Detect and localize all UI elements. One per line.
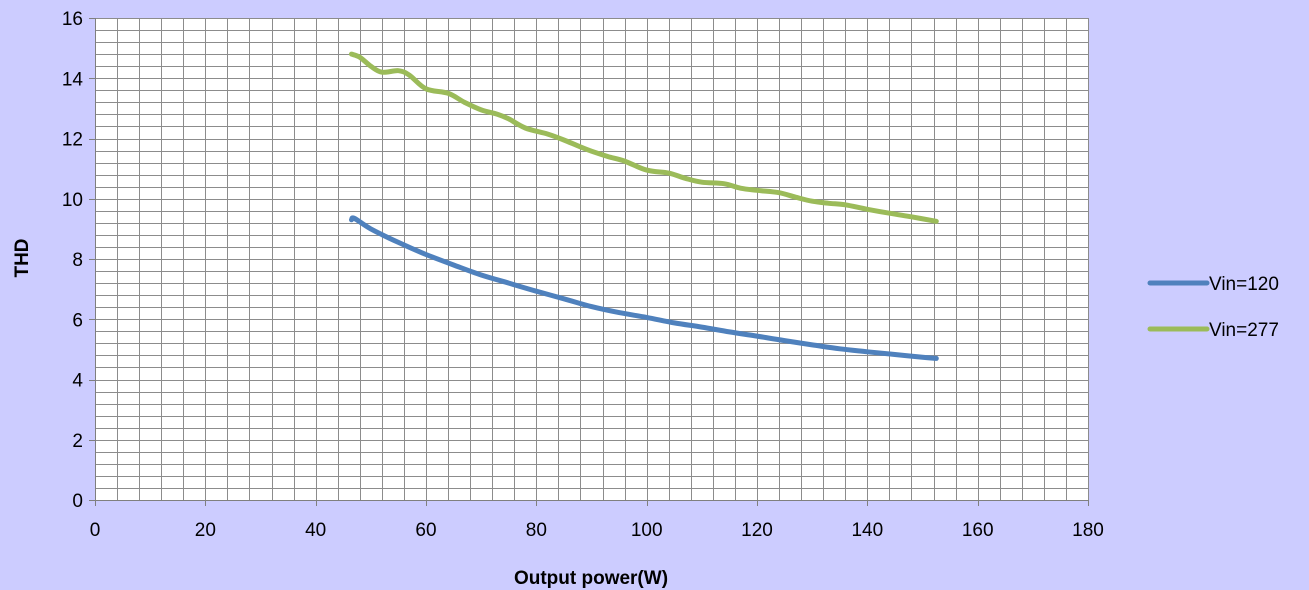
x-axis-title: Output power(W) xyxy=(514,568,668,589)
y-tick-label: 14 xyxy=(62,69,84,90)
y-tick-label: 16 xyxy=(62,9,83,30)
y-tick-label: 4 xyxy=(72,371,83,392)
y-tick-label: 12 xyxy=(62,130,83,151)
x-tick-label: 20 xyxy=(195,520,216,541)
y-tick-label: 0 xyxy=(72,491,83,512)
y-tick-label: 8 xyxy=(72,250,83,271)
x-tick-label: 180 xyxy=(1072,520,1104,541)
grid-lines xyxy=(95,18,1089,501)
x-tick-label: 0 xyxy=(90,520,101,541)
y-tick-label: 10 xyxy=(62,190,83,211)
series-lines xyxy=(349,51,939,361)
series-line-1 xyxy=(349,215,939,361)
axes xyxy=(89,18,1089,506)
x-tick-label: 60 xyxy=(415,520,436,541)
x-tick-label: 40 xyxy=(305,520,326,541)
y-axis-title: THD xyxy=(12,238,33,277)
y-tick-label: 6 xyxy=(72,310,83,331)
legend-label: Vin=277 xyxy=(1209,320,1279,341)
x-tick-label: 80 xyxy=(526,520,547,541)
y-tick-label: 2 xyxy=(72,431,83,452)
legend: Vin=120 Vin=277 xyxy=(1147,274,1279,341)
x-tick-label: 120 xyxy=(741,520,773,541)
x-tick-label: 160 xyxy=(962,520,994,541)
legend-label: Vin=120 xyxy=(1209,274,1279,295)
series-line-2 xyxy=(349,51,939,224)
x-tick-label: 100 xyxy=(631,520,663,541)
x-tick-label: 140 xyxy=(851,520,883,541)
